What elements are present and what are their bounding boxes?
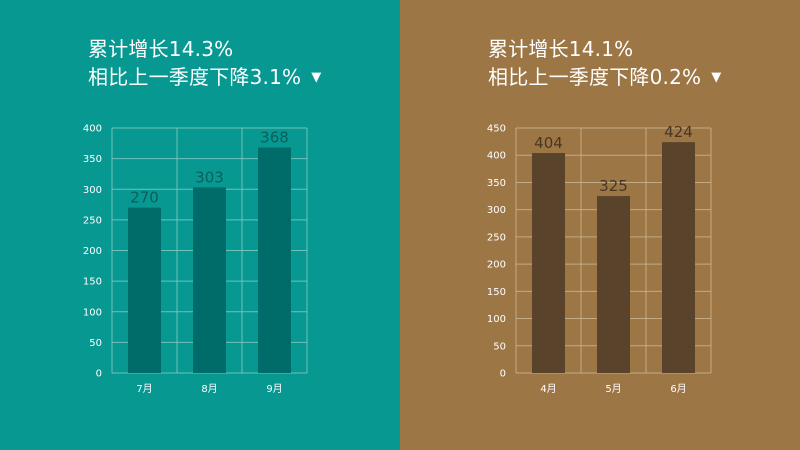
x-category-label: 4月 [540,383,556,395]
y-tick-label: 50 [89,338,102,349]
panel-q3: 累计增长14.3% 相比上一季度下降3.1% ▼ 0 50 100 150 200 250 3… [0,0,400,450]
y-tick-label: 450 [487,124,506,135]
bar-chart-q3: 0 50 100 150 200 250 300 350 400 270 7月 303 8月 368 9月 [83,124,308,395]
bar-value-label: 424 [664,123,693,141]
quarter-comparison-text: 相比上一季度下降3.1% [88,65,302,89]
bar-chart-q2: 0 50 100 150 200 250 300 350 400 450 404 4月 325 5月 424… [487,123,712,395]
y-tick-label: 150 [487,287,506,298]
x-category-label: 5月 [605,383,621,395]
y-tick-label: 50 [493,341,506,352]
bar-value-label: 404 [534,134,563,152]
y-tick-label: 200 [83,246,102,257]
cumulative-growth-text: 累计增长14.1% [488,37,634,61]
y-tick-label: 0 [500,369,506,380]
quarter-comparison-text: 相比上一季度下降0.2% [488,65,702,89]
bar-value-label: 368 [260,129,289,147]
panel-q2: 累计增长14.1% 相比上一季度下降0.2% ▼ 0 50 100 150 200 250 3… [400,0,800,450]
y-tick-label: 300 [487,205,506,216]
bar [662,142,695,373]
x-category-label: 7月 [136,383,152,395]
bar-value-label: 303 [195,168,224,186]
y-tick-label: 300 [83,185,102,196]
x-category-label: 6月 [670,383,686,395]
x-category-label: 9月 [266,383,282,395]
y-tick-label: 100 [487,314,506,325]
bar-value-label: 270 [130,189,159,207]
bar [193,187,226,373]
y-tick-label: 400 [83,124,102,135]
bar [597,196,630,373]
y-tick-label: 400 [487,151,506,162]
quarter-comparison-line: 相比上一季度下降3.1% ▼ [88,63,321,95]
x-category-label: 8月 [201,383,217,395]
y-tick-label: 350 [487,178,506,189]
headline-q2: 累计增长14.1% 相比上一季度下降0.2% ▼ [488,35,721,95]
headline-q3: 累计增长14.3% 相比上一季度下降3.1% ▼ [88,35,321,95]
down-triangle-icon: ▼ [711,70,722,85]
y-tick-label: 250 [83,215,102,226]
y-tick-label: 0 [96,369,102,380]
y-tick-label: 150 [83,277,102,288]
down-triangle-icon: ▼ [311,70,322,85]
y-tick-label: 250 [487,232,506,243]
y-tick-label: 100 [83,307,102,318]
y-tick-label: 200 [487,260,506,271]
bar-value-label: 325 [599,177,628,195]
quarter-comparison-line: 相比上一季度下降0.2% ▼ [488,63,721,95]
y-tick-label: 350 [83,154,102,165]
bar [128,207,161,373]
bar [532,153,565,373]
bar [258,147,291,373]
cumulative-growth-text: 累计增长14.3% [88,37,234,61]
